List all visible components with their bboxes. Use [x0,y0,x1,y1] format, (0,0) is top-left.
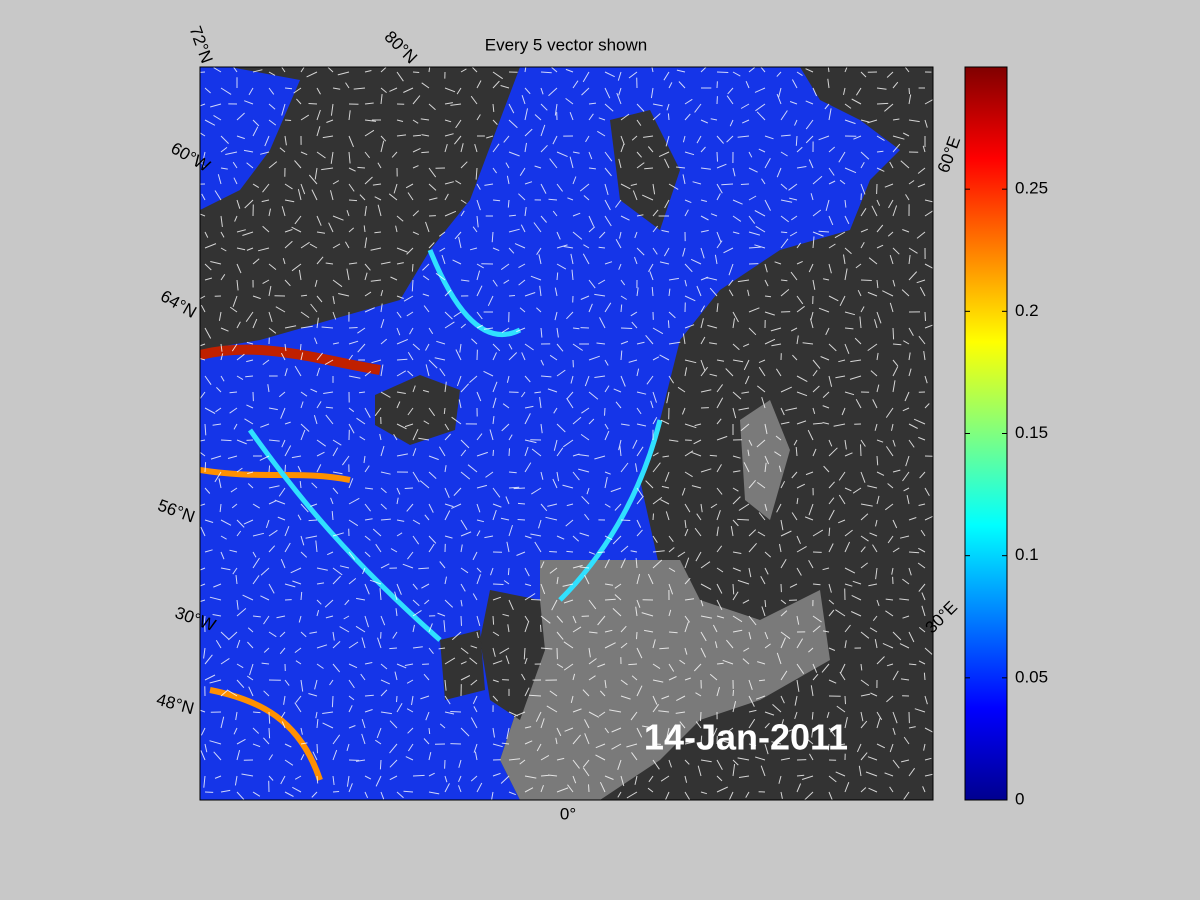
colorbar-tick-label: 0.25 [1015,179,1048,198]
land-ireland [440,630,485,700]
graticule-label: 0° [560,804,576,823]
map-title: Every 5 vector shown [485,35,648,54]
colorbar-ticks: 0 0.05 0.1 0.15 0.2 0.25 [965,179,1048,808]
land-svalbard [610,110,680,230]
colorbar-tick-label: 0.2 [1015,301,1039,320]
baltic [740,400,790,520]
current-weak [247,249,663,642]
colorbar-tick-label: 0 [1015,789,1024,808]
date-label: 14-Jan-2011 [644,717,848,758]
colorbar-tick-label: 0.05 [1015,667,1048,686]
colorbar [964,66,1008,801]
current-moderate [200,467,351,781]
land-iceland [375,375,460,445]
colorbar-tick-label: 0.1 [1015,545,1039,564]
map-frame [199,66,934,801]
land-greenland [200,67,520,350]
colorbar-tick-label: 0.15 [1015,423,1048,442]
shelf-north-sea [500,560,830,800]
map [200,67,933,800]
